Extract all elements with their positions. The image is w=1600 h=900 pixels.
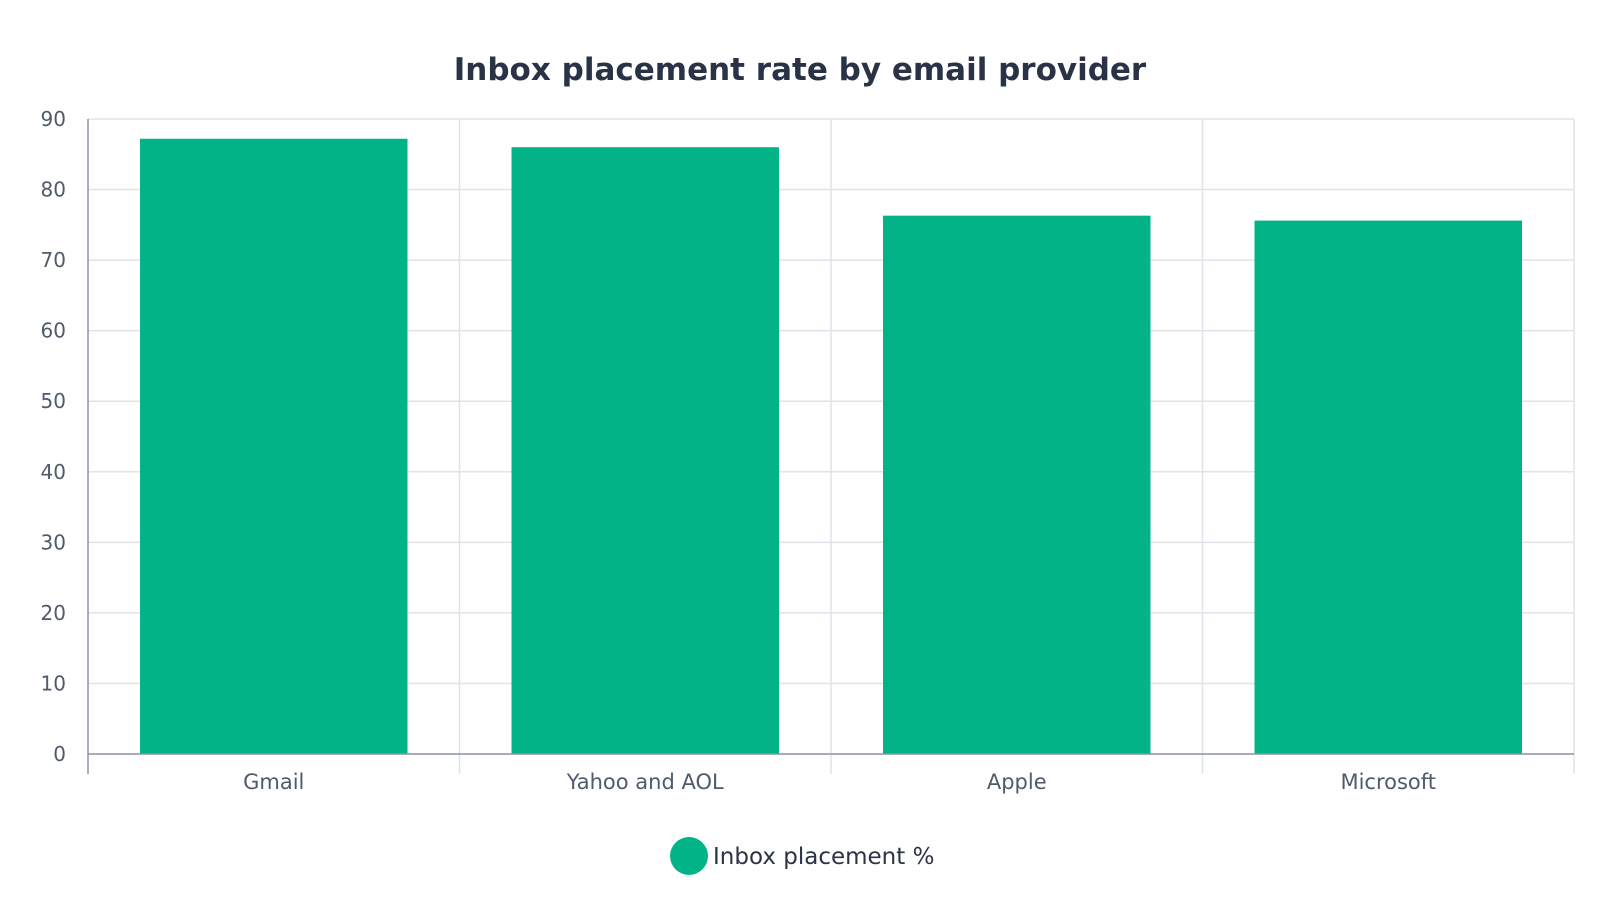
y-tick-label: 80	[41, 178, 66, 202]
y-tick-label: 90	[41, 107, 66, 131]
y-tick-label: 10	[41, 671, 66, 695]
y-tick-label: 60	[41, 319, 66, 343]
legend[interactable]: Inbox placement %	[670, 837, 934, 875]
x-tick-label: Apple	[987, 770, 1047, 794]
bar-microsoft[interactable]	[1254, 220, 1522, 755]
bar-gmail[interactable]	[140, 138, 408, 754]
x-tick-label: Yahoo and AOL	[566, 770, 724, 794]
legend-label[interactable]: Inbox placement %	[713, 844, 934, 870]
bar-apple[interactable]	[883, 215, 1151, 754]
legend-swatch-icon[interactable]	[670, 837, 708, 875]
y-tick-label: 0	[53, 742, 66, 766]
bars	[140, 138, 1522, 755]
y-tick-label: 50	[41, 389, 66, 413]
axes: 0 10 20 30 40 50 60 70 80 90 Gmail Yahoo and AOL App…	[41, 107, 1574, 794]
y-tick-label: 30	[41, 530, 66, 554]
chart-title: Inbox placement rate by email provider	[454, 52, 1147, 88]
y-tick-label: 70	[41, 248, 66, 272]
x-tick-label: Microsoft	[1340, 770, 1436, 794]
x-tick-label: Gmail	[243, 770, 304, 794]
y-tick-label: 40	[41, 460, 66, 484]
y-tick-label: 20	[41, 601, 66, 625]
bar-yahoo-and-aol[interactable]	[511, 147, 779, 754]
